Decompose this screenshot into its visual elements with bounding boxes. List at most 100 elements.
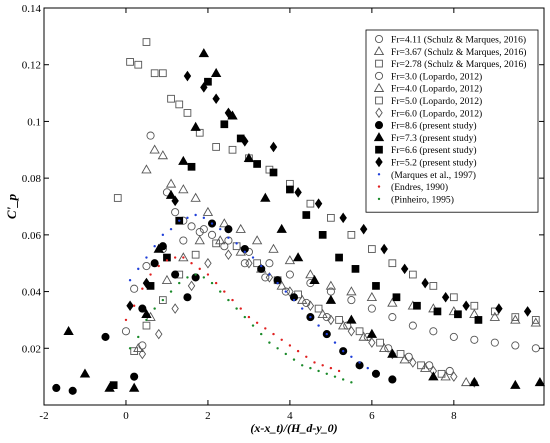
data-point bbox=[142, 277, 151, 289]
legend-marker bbox=[375, 96, 383, 105]
data-point bbox=[286, 185, 294, 194]
data-point bbox=[372, 282, 380, 290]
data-point bbox=[145, 256, 148, 259]
data-point bbox=[265, 272, 274, 283]
data-point bbox=[206, 273, 210, 276]
data-point bbox=[474, 316, 483, 324]
data-point bbox=[317, 324, 320, 327]
data-point bbox=[470, 335, 479, 344]
x-tick-label: 4 bbox=[287, 410, 293, 422]
data-point bbox=[178, 155, 189, 165]
data-point bbox=[347, 231, 356, 239]
data-point bbox=[190, 121, 201, 131]
data-point bbox=[171, 303, 179, 314]
y-tick-label: 0.1 bbox=[27, 116, 41, 128]
data-point bbox=[358, 361, 361, 364]
data-point bbox=[183, 70, 192, 82]
data-point bbox=[317, 308, 328, 319]
x-tick-label: -2 bbox=[39, 410, 48, 422]
data-point bbox=[276, 281, 279, 285]
data-point bbox=[153, 245, 156, 248]
legend-item: Fr=5.2 (present study) bbox=[375, 156, 477, 169]
data-point bbox=[214, 281, 218, 285]
data-point bbox=[306, 199, 315, 208]
data-point bbox=[224, 249, 233, 260]
legend-marker bbox=[375, 107, 383, 119]
data-point bbox=[227, 298, 230, 302]
data-point bbox=[161, 274, 173, 284]
legend-label: Fr=5.0 (Lopardo, 2012) bbox=[391, 96, 482, 107]
data-point bbox=[187, 222, 196, 231]
data-point bbox=[253, 160, 261, 168]
data-point bbox=[300, 307, 304, 310]
data-point bbox=[450, 371, 458, 382]
data-point bbox=[212, 143, 220, 151]
data-point bbox=[260, 192, 271, 202]
data-point bbox=[346, 314, 357, 324]
data-point bbox=[210, 222, 214, 225]
legend-marker bbox=[377, 197, 381, 201]
legend-item: Fr=4.11 (Schulz & Marques, 2016) bbox=[374, 34, 526, 46]
data-point bbox=[302, 211, 311, 219]
data-point bbox=[178, 219, 181, 222]
data-point bbox=[321, 364, 324, 367]
data-point bbox=[421, 277, 429, 289]
data-point bbox=[305, 269, 316, 279]
data-point bbox=[268, 273, 271, 276]
legend-marker bbox=[373, 132, 385, 142]
data-point bbox=[68, 386, 77, 395]
legend-label: (Marques et al., 1997) bbox=[391, 170, 476, 181]
data-point bbox=[445, 366, 454, 376]
series-12 bbox=[124, 256, 341, 373]
x-tick-label: 8 bbox=[451, 410, 457, 422]
data-point bbox=[469, 308, 480, 319]
data-point bbox=[284, 352, 288, 356]
data-point bbox=[138, 304, 147, 313]
data-point bbox=[333, 375, 337, 378]
data-point bbox=[224, 225, 233, 234]
data-point bbox=[428, 371, 439, 381]
data-point bbox=[130, 372, 139, 381]
data-point bbox=[325, 372, 328, 376]
data-point bbox=[191, 250, 200, 259]
legend-label: Fr=6.0 (Lopardo, 2012) bbox=[391, 108, 482, 119]
data-point bbox=[288, 344, 292, 347]
legend-marker bbox=[375, 59, 383, 68]
series-7 bbox=[52, 219, 397, 395]
data-point bbox=[182, 256, 185, 259]
data-point bbox=[441, 291, 450, 303]
data-point bbox=[210, 281, 214, 285]
data-point bbox=[495, 303, 503, 314]
data-point bbox=[150, 69, 159, 78]
data-point bbox=[322, 313, 331, 322]
data-point bbox=[440, 371, 451, 381]
data-point bbox=[317, 369, 320, 373]
data-point bbox=[142, 261, 151, 271]
data-point bbox=[243, 152, 255, 163]
data-point bbox=[155, 328, 163, 340]
data-point bbox=[219, 290, 222, 293]
data-point bbox=[141, 287, 144, 290]
legend-marker bbox=[373, 82, 385, 92]
data-point bbox=[313, 361, 316, 364]
data-point bbox=[245, 257, 253, 269]
data-point bbox=[347, 325, 356, 337]
data-point bbox=[433, 307, 442, 316]
data-point bbox=[327, 314, 335, 326]
data-point bbox=[183, 109, 192, 117]
data-point bbox=[531, 344, 540, 353]
data-point bbox=[146, 131, 155, 140]
data-point bbox=[329, 366, 333, 370]
data-point bbox=[366, 366, 369, 370]
data-point bbox=[101, 332, 110, 341]
data-point bbox=[350, 355, 353, 358]
data-point bbox=[153, 307, 156, 310]
data-marks bbox=[52, 38, 546, 395]
data-point bbox=[130, 284, 139, 293]
legend-box bbox=[365, 29, 539, 213]
data-point bbox=[325, 294, 337, 304]
legend-marker bbox=[374, 34, 384, 44]
legend-item: (Pinheiro, 1995) bbox=[377, 194, 454, 205]
data-point bbox=[175, 100, 184, 109]
legend-item: Fr=8.6 (present study) bbox=[374, 121, 477, 132]
